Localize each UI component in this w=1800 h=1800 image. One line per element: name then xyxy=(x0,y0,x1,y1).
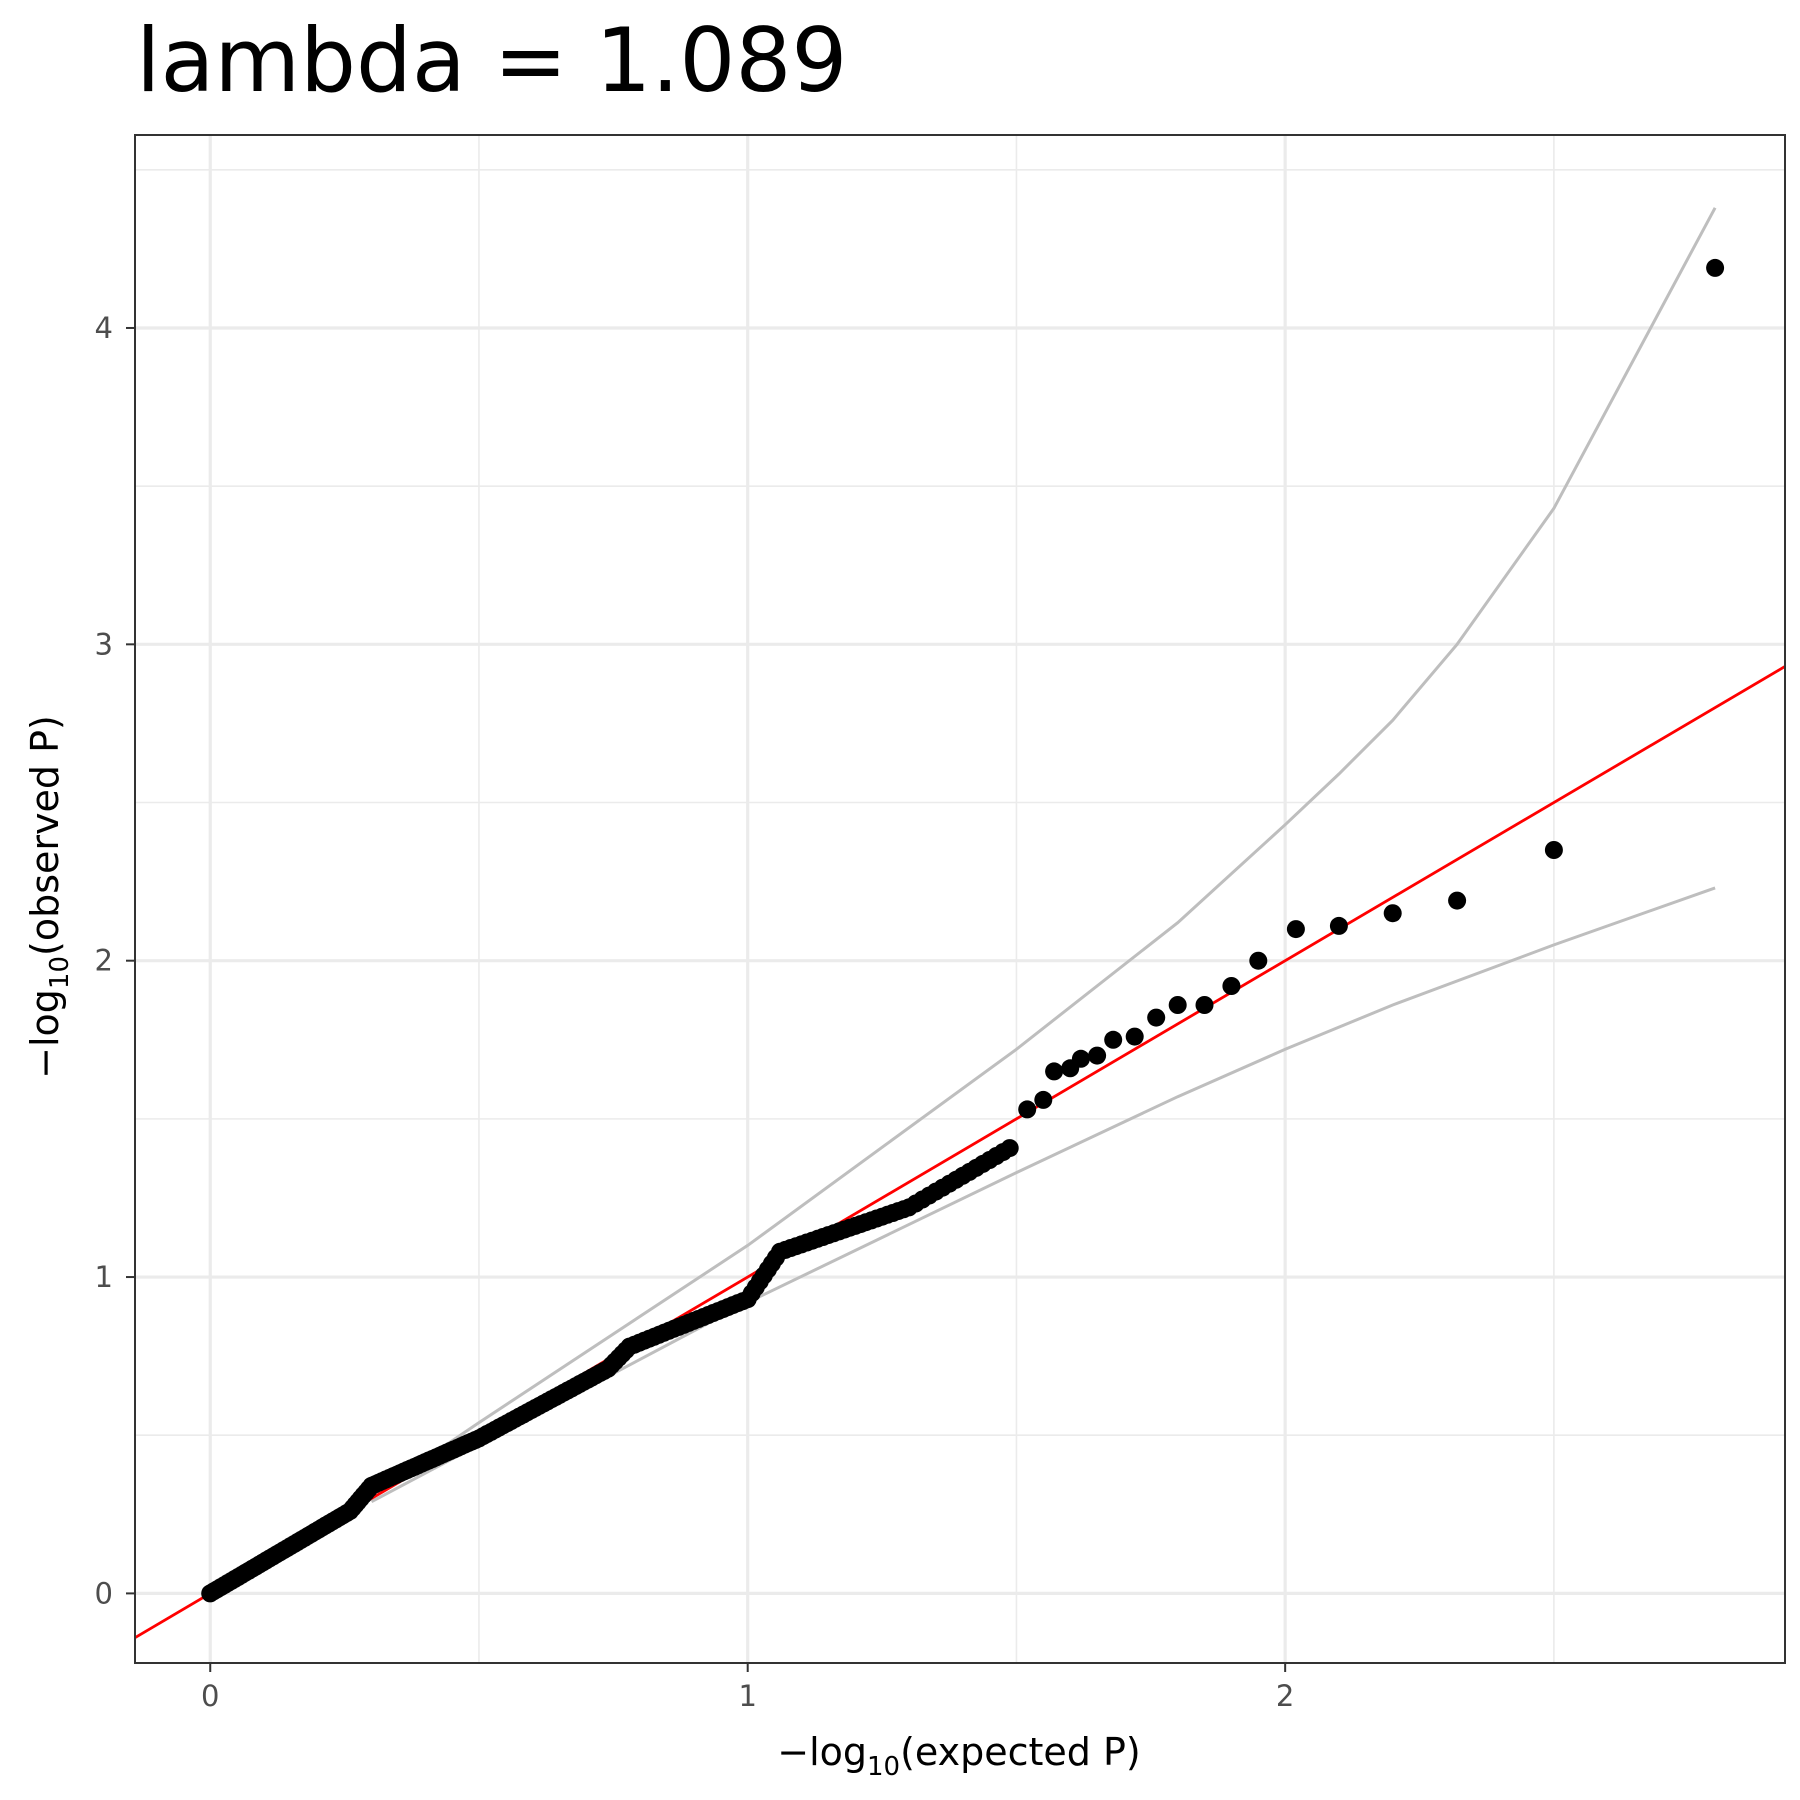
data-point xyxy=(1383,904,1402,923)
data-point xyxy=(1071,1049,1090,1068)
data-point xyxy=(1329,916,1348,935)
data-point xyxy=(1286,920,1305,939)
x-axis-title-subscript: 10 xyxy=(867,1752,900,1782)
panel-border xyxy=(134,134,1786,1664)
data-point xyxy=(1147,1008,1166,1027)
data-point xyxy=(1104,1030,1123,1049)
data-point xyxy=(1706,258,1725,277)
data-point xyxy=(1034,1090,1053,1109)
confidence-band-upper xyxy=(370,207,1717,1497)
data-point xyxy=(1045,1062,1064,1081)
grid-lines xyxy=(135,135,1785,1663)
y-tick-label: 3 xyxy=(95,627,113,661)
y-axis-title-prefix: −log xyxy=(23,989,67,1079)
y-axis-title: −log10(observed P) xyxy=(23,715,75,1079)
x-tick-label: 2 xyxy=(1276,1679,1294,1713)
data-point xyxy=(1249,951,1268,970)
x-tick-label: 1 xyxy=(738,1679,756,1713)
data-point xyxy=(1448,891,1467,910)
data-point xyxy=(1088,1046,1107,1065)
y-tick-label: 4 xyxy=(95,311,113,345)
x-axis-title-prefix: −log xyxy=(777,1730,867,1774)
x-tick-label: 0 xyxy=(201,1679,219,1713)
data-point xyxy=(1125,1027,1144,1046)
data-point xyxy=(1018,1100,1037,1119)
y-axis-title-subscript: 10 xyxy=(45,956,75,989)
y-tick-label: 0 xyxy=(95,1576,113,1610)
axis-ticks: 0 1 2 0 1 2 3 4 xyxy=(95,134,1786,1713)
data-point xyxy=(1000,1139,1019,1158)
x-axis-title: −log10(expected P) xyxy=(777,1730,1141,1782)
y-tick-label: 2 xyxy=(95,944,113,978)
data-points xyxy=(201,258,1725,1603)
chart-title: lambda = 1.089 xyxy=(136,9,848,112)
x-axis-title-suffix: (expected P) xyxy=(900,1730,1141,1774)
y-axis-title-suffix: (observed P) xyxy=(23,715,67,956)
data-point xyxy=(1222,977,1241,995)
data-point xyxy=(1195,996,1214,1014)
data-point xyxy=(1168,996,1187,1014)
panel-background xyxy=(135,135,1785,1663)
y-tick-label: 1 xyxy=(95,1260,113,1294)
data-point xyxy=(1544,841,1563,859)
